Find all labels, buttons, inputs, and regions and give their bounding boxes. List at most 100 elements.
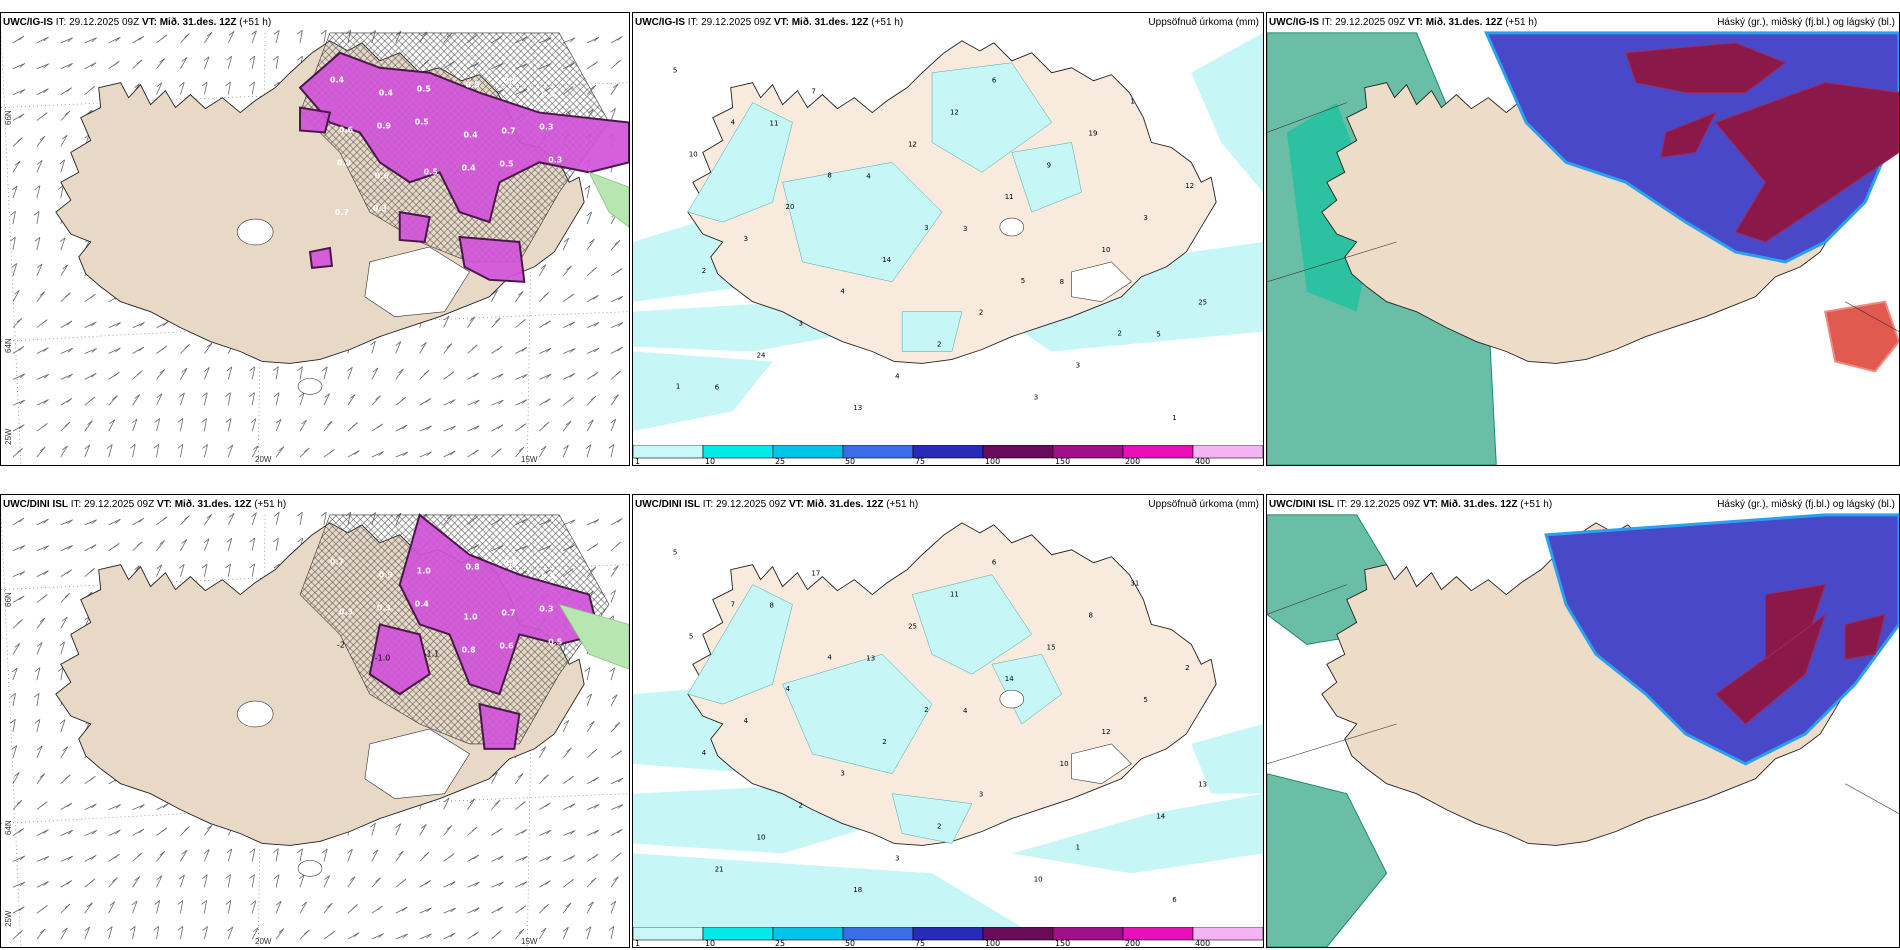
lon-label-25: 25W xyxy=(4,910,13,927)
glacier-langjokull xyxy=(236,700,274,728)
wind-barb-shaft xyxy=(132,322,145,328)
wind-barb-shaft xyxy=(395,933,408,940)
precip-value-label: 3 xyxy=(840,770,844,778)
wind-barb-shaft xyxy=(467,399,480,406)
wind-barb-flag xyxy=(545,347,552,353)
wind-barb-flag xyxy=(593,519,600,524)
wind-barb-shaft xyxy=(610,667,616,681)
wind-barb-flag xyxy=(449,399,456,404)
pressure-value-label: 0.5 xyxy=(424,167,438,176)
wind-barb-shaft xyxy=(12,745,18,758)
wind-barb-shaft xyxy=(60,445,68,458)
wind-barb-shaft xyxy=(515,373,528,380)
wind-barb-flag xyxy=(39,928,46,934)
wind-barb-flag xyxy=(588,419,594,425)
wind-barb-shaft xyxy=(227,538,233,551)
precip-value-label: 13 xyxy=(853,404,862,412)
wind-barb-flag xyxy=(278,446,285,451)
wind-barb-flag xyxy=(249,366,256,371)
wind-barb-flag xyxy=(609,667,615,673)
wind-barb-shaft xyxy=(586,185,591,199)
wind-barb-shaft xyxy=(36,773,46,784)
wind-barb-flag xyxy=(14,643,21,648)
wind-barb-shaft xyxy=(12,399,26,406)
wind-barb-flag xyxy=(115,829,121,835)
wind-barb-shaft xyxy=(515,829,528,836)
legend-label: 200 xyxy=(1125,457,1140,465)
wind-barb-shaft xyxy=(227,513,235,526)
region-line xyxy=(1845,301,1899,332)
wind-barb-shaft xyxy=(371,451,384,458)
wind-barb-flag xyxy=(471,826,478,832)
wind-barb-flag xyxy=(298,392,305,398)
wind-barb-shaft xyxy=(12,161,21,173)
precip-value-label: 12 xyxy=(1102,728,1111,736)
wind-barb-flag xyxy=(106,444,113,449)
wind-barb-flag xyxy=(297,511,303,517)
wind-barb-shaft xyxy=(156,540,165,551)
wind-barb-flag xyxy=(67,829,73,835)
lon-label-25: 25W xyxy=(4,428,13,445)
precip-value-label: 1 xyxy=(1172,414,1176,422)
wind-barb-shaft xyxy=(227,56,233,69)
cloud-map xyxy=(1267,31,1899,465)
precip-value-label: 20 xyxy=(786,203,795,211)
wind-barb-flag xyxy=(423,852,430,857)
wind-barb-shaft xyxy=(108,444,113,458)
pressure-value-label: 0.8 xyxy=(466,563,481,572)
wind-barb-shaft xyxy=(491,399,504,406)
wind-barb-flag xyxy=(370,822,376,828)
wind-barb-flag xyxy=(201,900,207,905)
wind-barb-flag xyxy=(206,513,213,519)
wind-barb-shaft xyxy=(60,719,66,733)
lat-label-66: 66N xyxy=(4,110,13,125)
precip-value-label: 3 xyxy=(798,320,802,328)
wind-barb-flag xyxy=(18,828,25,833)
wind-barb-shaft xyxy=(84,854,97,862)
wind-barb-flag xyxy=(297,366,303,371)
wind-barb-flag xyxy=(473,931,479,937)
wind-barb-shaft xyxy=(251,55,256,69)
wind-barb-shaft xyxy=(251,874,255,888)
precip-value-label: 1 xyxy=(676,382,680,390)
wind-barb-flag xyxy=(522,374,528,379)
pressure-value-label: -1.0 xyxy=(375,653,391,662)
wind-barb-flag xyxy=(34,185,41,190)
precip-panel-top: UWC/IG-IS IT: 29.12.2025 09Z VT: Mið. 31… xyxy=(632,12,1264,466)
wind-barb-flag xyxy=(497,906,504,912)
wind-barb-shaft xyxy=(299,874,305,888)
panel-title: UWC/IG-IS IT: 29.12.2025 09Z VT: Mið. 31… xyxy=(635,17,904,28)
low-cloud-area xyxy=(1714,613,1827,725)
wind-barb-shaft xyxy=(108,518,121,526)
wind-barb-shaft xyxy=(84,519,97,526)
wind-barb-shaft xyxy=(36,829,49,836)
panel-title: UWC/DINI ISL IT: 29.12.2025 09Z VT: Mið.… xyxy=(3,499,287,510)
panel-title: UWC/IG-IS IT: 29.12.2025 09Z VT: Mið. 31… xyxy=(1269,17,1538,28)
wind-barb-flag xyxy=(84,444,90,450)
wind-barb-shaft xyxy=(586,322,600,328)
wind-barb-flag xyxy=(565,420,572,426)
wind-barb-flag xyxy=(426,451,432,457)
pressure-value-label: 0.5 xyxy=(499,159,513,168)
wind-barb-shaft xyxy=(180,392,185,406)
wind-barb-flag xyxy=(569,373,575,378)
wind-barb-flag xyxy=(494,317,501,323)
precip-value-label: 5 xyxy=(1156,331,1160,339)
pressure-labels: 0.7 0.9 1.0 0.8 0.5 0.5 0.3 0.3 0.4 1.0 0.7 0.3 -2 -1… xyxy=(330,558,562,663)
wind-barb-flag xyxy=(159,58,165,63)
wind-barb-flag xyxy=(498,399,504,405)
wind-barb-shaft xyxy=(395,850,404,862)
wind-barb-shaft xyxy=(443,797,450,810)
wind-barb-shaft xyxy=(538,746,547,759)
wind-barb-shaft xyxy=(60,237,66,251)
precip-value-label: 2 xyxy=(798,802,802,810)
precip-value-label: 2 xyxy=(882,738,886,746)
wind-barb-flag xyxy=(592,61,599,66)
wind-barb-shaft xyxy=(323,420,333,432)
wind-barb-flag xyxy=(610,108,616,113)
wind-barb-flag xyxy=(181,57,188,62)
wind-barb-shaft xyxy=(586,693,593,707)
wind-barb-shaft xyxy=(467,881,480,888)
pressure-value-label: 0.3 xyxy=(377,603,391,612)
wind-barb-flag xyxy=(496,345,503,351)
